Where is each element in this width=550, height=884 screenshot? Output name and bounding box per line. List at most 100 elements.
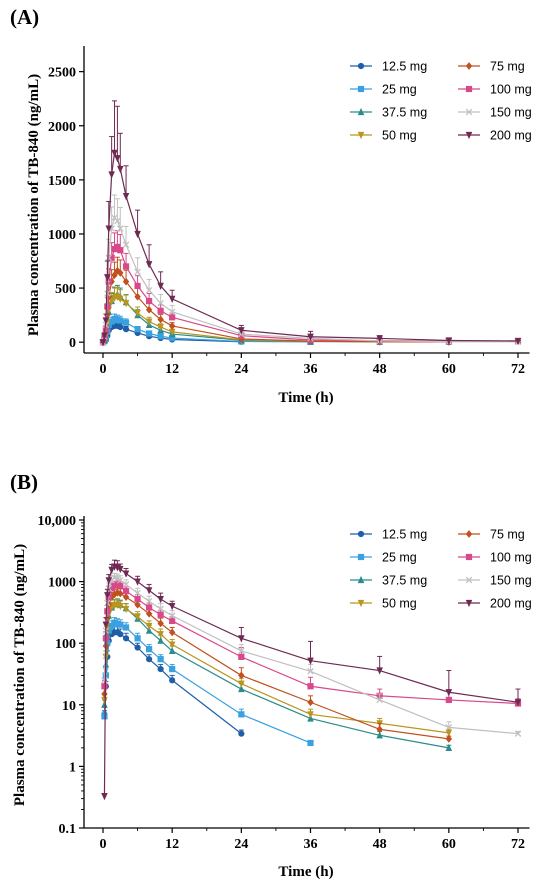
panel-b-x-tick-label: 12 <box>165 837 179 852</box>
data-point <box>117 317 124 324</box>
data-point <box>105 225 113 233</box>
panel-b-y-tick-label: 100 <box>55 637 76 652</box>
panel-b-x-tick-label: 72 <box>511 837 525 852</box>
data-point <box>122 624 130 631</box>
panel-a-x-tick-label: 24 <box>234 362 248 377</box>
data-point <box>157 605 164 613</box>
data-point <box>376 725 383 734</box>
data-point <box>134 578 141 586</box>
legend-label: 50 mg <box>382 129 417 143</box>
legend-marker <box>465 599 473 608</box>
panel-b: (B) Plasma concentration of TB-840 (ng/m… <box>10 470 532 880</box>
legend-label: 150 mg <box>490 106 532 120</box>
data-point <box>117 621 124 628</box>
legend-item: 100 mg <box>458 551 532 565</box>
data-point <box>307 657 314 665</box>
legend-item: 12.5 mg <box>350 528 427 542</box>
legend-marker <box>465 576 473 584</box>
panel-a-y-axis-title: Plasma concentration of TB-840 (ng/mL) <box>26 74 42 336</box>
data-point <box>157 299 164 307</box>
data-point <box>445 689 453 697</box>
data-point <box>105 254 113 262</box>
data-point <box>108 566 115 575</box>
data-point <box>117 247 124 254</box>
legend-label: 50 mg <box>382 597 417 611</box>
series-line <box>103 565 519 797</box>
data-point <box>238 647 245 655</box>
data-point <box>238 653 245 660</box>
data-point <box>168 646 176 654</box>
legend-label: 200 mg <box>490 597 532 611</box>
panel-b-x-tick-label: 36 <box>304 837 318 852</box>
panel-a-x-tick-label: 36 <box>304 362 318 377</box>
data-point <box>122 277 130 286</box>
data-point <box>122 326 130 333</box>
legend-label: 37.5 mg <box>382 106 427 120</box>
data-point <box>238 711 245 718</box>
legend-label: 100 mg <box>490 83 532 97</box>
data-point <box>134 268 141 276</box>
data-point <box>134 613 141 621</box>
panel-a-series-150mg <box>99 194 522 346</box>
data-point <box>307 668 314 675</box>
panel-b-series-200mg <box>101 559 522 801</box>
legend-item: 37.5 mg <box>350 574 427 588</box>
data-point <box>122 319 130 326</box>
data-point <box>122 581 130 588</box>
data-point <box>238 327 245 335</box>
data-point <box>117 589 124 598</box>
panel-a-x-tick-label: 48 <box>373 362 387 377</box>
legend-label: 12.5 mg <box>382 60 427 74</box>
data-point <box>145 318 153 326</box>
data-point <box>117 582 124 590</box>
panel-b-y-tick-label: 1 <box>69 760 76 775</box>
data-point <box>122 570 130 578</box>
data-point <box>146 297 153 305</box>
data-point <box>514 337 522 346</box>
legend-marker <box>357 599 365 608</box>
data-point <box>117 295 124 304</box>
panel-b-plot-area <box>101 559 522 801</box>
data-point <box>122 605 130 614</box>
data-point <box>104 274 111 282</box>
legend-marker <box>357 62 365 70</box>
data-point <box>117 225 124 232</box>
data-point <box>114 266 121 275</box>
data-point <box>101 677 108 684</box>
panel-a-y-tick-label: 2000 <box>48 120 76 135</box>
legend-item: 25 mg <box>350 551 417 565</box>
data-point <box>307 333 314 341</box>
data-point <box>122 263 130 270</box>
data-point <box>307 739 314 747</box>
data-point <box>145 286 153 294</box>
legend-item: 37.5 mg <box>350 106 427 120</box>
panel-a-y-tick-label: 1500 <box>48 174 76 189</box>
legend-item: 200 mg <box>458 597 532 611</box>
data-point <box>145 597 153 605</box>
data-point <box>445 696 452 704</box>
panel-b-series-37_5mg <box>101 598 453 751</box>
legend-item: 150 mg <box>458 106 532 120</box>
panel-a-x-tick-label: 12 <box>165 362 179 377</box>
data-point <box>238 671 245 680</box>
data-point <box>122 192 130 201</box>
data-point <box>445 743 453 751</box>
panel-b-series-50mg <box>101 599 453 738</box>
panel-a-y-tick-label: 2500 <box>48 66 76 81</box>
legend-item: 100 mg <box>458 83 532 97</box>
data-point <box>146 330 153 337</box>
data-point <box>102 317 110 325</box>
data-point <box>169 677 176 684</box>
data-point <box>168 641 176 649</box>
legend-marker <box>357 131 365 140</box>
data-point <box>134 595 141 603</box>
data-point <box>101 792 108 801</box>
legend-label: 12.5 mg <box>382 528 427 542</box>
data-point <box>169 617 176 625</box>
data-point <box>238 684 245 693</box>
legend-marker <box>465 530 473 538</box>
data-point <box>445 734 453 743</box>
legend-item: 200 mg <box>458 129 532 143</box>
legend-item: 50 mg <box>350 129 417 143</box>
